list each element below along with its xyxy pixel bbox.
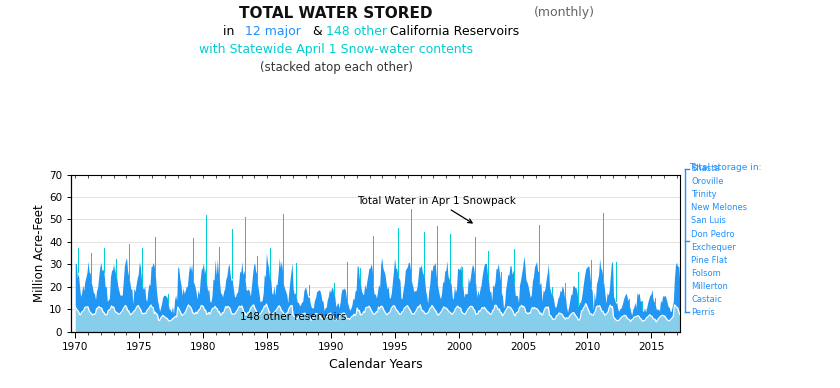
Text: Millerton: Millerton [691, 282, 728, 291]
Text: Folsom: Folsom [691, 268, 721, 278]
Text: Pine Flat: Pine Flat [691, 256, 727, 265]
Bar [668, 300, 669, 306]
Bar [565, 283, 566, 297]
Text: Shasta: Shasta [691, 164, 720, 173]
Bar [117, 259, 118, 279]
Bar [257, 256, 259, 286]
Bar [334, 282, 335, 296]
Bar [283, 214, 284, 284]
Bar [437, 225, 438, 284]
Bar [142, 248, 143, 287]
Bar [103, 248, 104, 274]
Text: with Statewide April 1 Snow-water contents: with Statewide April 1 Snow-water conten… [199, 43, 473, 57]
Text: Castaic: Castaic [691, 295, 722, 304]
Text: Total Water in Apr 1 Snowpack: Total Water in Apr 1 Snowpack [357, 196, 516, 223]
Bar [552, 287, 553, 295]
Bar [347, 262, 348, 303]
Bar [129, 244, 130, 281]
Bar [424, 232, 425, 278]
Text: Oroville: Oroville [691, 177, 724, 186]
Text: California Reservoirs: California Reservoirs [382, 25, 519, 38]
Text: &: & [305, 25, 327, 38]
Text: 148 other: 148 other [326, 25, 387, 38]
Bar [449, 234, 450, 282]
Bar [642, 301, 643, 310]
Text: TOTAL WATER STORED: TOTAL WATER STORED [239, 6, 433, 21]
Bar [322, 259, 323, 301]
Text: in: in [223, 25, 238, 38]
Bar [360, 268, 361, 283]
Bar [232, 229, 233, 279]
Bar [219, 248, 220, 281]
Text: 12 major: 12 major [245, 25, 302, 38]
Text: (stacked atop each other): (stacked atop each other) [260, 61, 412, 74]
Bar [629, 299, 630, 307]
Text: Perris: Perris [691, 308, 715, 317]
Bar [296, 263, 297, 297]
Bar [270, 248, 271, 279]
Text: San Luis: San Luis [691, 217, 727, 225]
Bar [680, 214, 681, 288]
Text: Trinity: Trinity [691, 191, 717, 199]
Text: Total storage in:: Total storage in: [689, 163, 761, 172]
Bar [603, 213, 604, 284]
Bar [373, 236, 374, 286]
Bar [398, 229, 399, 278]
Bar [78, 248, 79, 273]
Text: Exchequer: Exchequer [691, 242, 736, 251]
Text: New Melones: New Melones [691, 203, 748, 213]
X-axis label: Calendar Years: Calendar Years [329, 358, 423, 371]
Text: 148 other reservoirs: 148 other reservoirs [239, 312, 346, 322]
Text: Don Pedro: Don Pedro [691, 230, 735, 239]
Bar [527, 256, 528, 282]
Bar [308, 285, 310, 296]
Y-axis label: Million Acre-Feet: Million Acre-Feet [34, 204, 46, 302]
Bar [91, 253, 92, 282]
Bar [539, 225, 540, 285]
Bar [654, 298, 656, 304]
Bar [578, 272, 579, 307]
Bar [488, 251, 489, 280]
Bar [193, 238, 194, 283]
Bar [514, 249, 515, 282]
Bar [475, 237, 476, 284]
Bar [463, 267, 464, 287]
Bar [168, 294, 169, 303]
Bar [244, 217, 245, 279]
Bar [206, 215, 207, 283]
Text: (monthly): (monthly) [533, 6, 595, 19]
